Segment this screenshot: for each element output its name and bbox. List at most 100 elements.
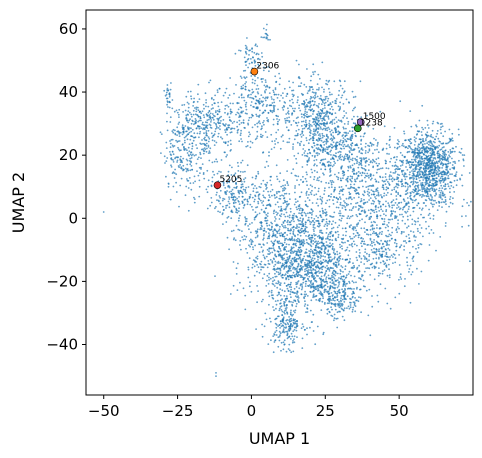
scatter-point [233, 237, 236, 240]
scatter-point [429, 193, 432, 196]
scatter-point [277, 129, 280, 131]
scatter-point [293, 287, 296, 290]
scatter-point [357, 174, 360, 177]
scatter-point [349, 147, 351, 149]
scatter-point [336, 230, 339, 233]
scatter-point [429, 152, 432, 155]
scatter-point [447, 141, 450, 144]
scatter-point [303, 305, 306, 307]
scatter-point [398, 140, 400, 143]
scatter-point [247, 122, 249, 125]
scatter-point [317, 187, 320, 190]
scatter-point [418, 174, 421, 176]
scatter-point [435, 184, 438, 187]
scatter-point [199, 151, 202, 154]
scatter-point [310, 248, 312, 251]
scatter-point [331, 165, 334, 168]
scatter-point [414, 158, 417, 161]
scatter-point [343, 131, 346, 134]
scatter-point [279, 332, 282, 335]
scatter-point [337, 206, 340, 209]
scatter-point [429, 162, 432, 165]
scatter-point [216, 89, 219, 91]
scatter-point [333, 80, 336, 83]
scatter-point [292, 301, 294, 304]
scatter-point [245, 76, 248, 78]
scatter-point [239, 134, 242, 137]
scatter-point [337, 130, 340, 133]
scatter-point [324, 266, 327, 269]
scatter-point [174, 156, 177, 159]
scatter-point [187, 133, 190, 136]
scatter-point [401, 161, 403, 163]
scatter-point [323, 124, 325, 127]
scatter-point [389, 171, 392, 174]
scatter-point [260, 100, 263, 102]
scatter-point [220, 159, 223, 161]
scatter-point [281, 324, 284, 327]
scatter-point [325, 276, 328, 279]
scatter-point [270, 133, 273, 136]
scatter-point [296, 293, 298, 295]
scatter-point [291, 291, 294, 294]
scatter-point [347, 203, 350, 206]
scatter-point [430, 199, 433, 202]
scatter-point [389, 218, 391, 221]
scatter-point [301, 347, 304, 349]
scatter-point [440, 132, 442, 135]
scatter-point [265, 213, 268, 216]
scatter-point [327, 118, 330, 120]
scatter-point [341, 207, 344, 209]
scatter-point [343, 307, 346, 310]
scatter-point [286, 234, 289, 236]
scatter-point [241, 96, 243, 99]
scatter-point [344, 265, 347, 268]
scatter-point [163, 155, 166, 158]
scatter-point [423, 185, 426, 188]
scatter-point [187, 110, 190, 112]
scatter-point [356, 225, 358, 227]
scatter-point [412, 174, 415, 177]
scatter-point [306, 308, 309, 310]
scatter-point [427, 127, 430, 129]
scatter-point [330, 158, 332, 161]
scatter-point [209, 79, 212, 82]
scatter-point [408, 271, 410, 273]
scatter-point [374, 196, 376, 198]
scatter-point [294, 134, 297, 137]
scatter-point [305, 311, 307, 313]
scatter-point [361, 206, 364, 209]
scatter-point [435, 180, 438, 183]
scatter-point [302, 325, 305, 328]
scatter-point [219, 128, 221, 131]
scatter-point [176, 130, 179, 133]
scatter-point [328, 277, 330, 280]
scatter-point [351, 198, 353, 201]
scatter-point [238, 49, 240, 52]
scatter-point [283, 282, 286, 285]
scatter-point [355, 135, 357, 138]
scatter-point [278, 190, 281, 193]
scatter-point [273, 243, 275, 246]
scatter-point [321, 146, 323, 149]
scatter-point [201, 139, 203, 141]
scatter-point [222, 119, 225, 121]
scatter-point [264, 99, 267, 102]
scatter-point [289, 104, 291, 107]
scatter-point [331, 93, 333, 96]
scatter-point [229, 112, 232, 115]
scatter-point [267, 291, 270, 294]
scatter-point [207, 179, 210, 182]
scatter-point [360, 157, 363, 160]
scatter-point [267, 112, 270, 114]
scatter-point [309, 326, 311, 329]
scatter-point [439, 236, 442, 238]
scatter-point [372, 165, 375, 168]
scatter-point [252, 190, 255, 193]
scatter-point [335, 155, 337, 158]
scatter-point [379, 214, 382, 217]
scatter-point [196, 100, 199, 103]
scatter-point [292, 110, 295, 112]
scatter-point [286, 297, 288, 300]
scatter-point [292, 246, 295, 249]
